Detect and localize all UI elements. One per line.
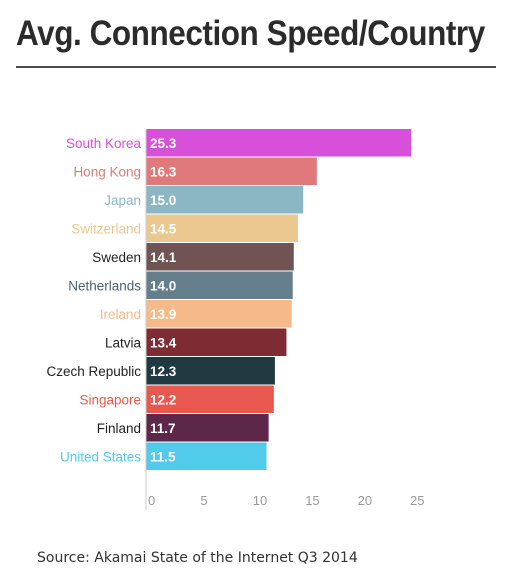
bar-value-label: 12.2 [150, 392, 176, 407]
category-label: Ireland [100, 307, 141, 322]
category-label: South Korea [66, 136, 142, 151]
bar-value-label: 12.3 [150, 364, 177, 379]
category-label: Japan [104, 193, 141, 208]
bar [146, 214, 298, 242]
category-label: Sweden [92, 250, 141, 265]
bar-value-label: 14.0 [150, 278, 176, 293]
x-tick-label: 10 [253, 493, 267, 508]
category-label: Netherlands [68, 278, 141, 293]
bar-value-label: 11.5 [150, 449, 176, 464]
bar-value-label: 11.7 [150, 421, 176, 436]
bar [146, 129, 412, 157]
x-tick-label: 20 [358, 493, 372, 508]
x-tick-label: 0 [148, 493, 155, 508]
bar-value-label: 13.4 [150, 335, 177, 350]
bar-value-label: 14.5 [150, 221, 177, 236]
bar [146, 328, 287, 356]
x-tick-label: 15 [305, 493, 319, 508]
category-label: Hong Kong [73, 164, 141, 179]
bar-value-label: 13.9 [150, 307, 176, 322]
bar-value-label: 14.1 [150, 250, 177, 265]
category-label: Finland [97, 421, 141, 436]
bar-chart: 25.3 South Korea 16.3 Hong Kong 15.0 Japan 14.… [46, 129, 424, 510]
bar [146, 271, 293, 299]
x-tick-label: 25 [410, 493, 424, 508]
bar-value-label: 15.0 [150, 193, 176, 208]
bar [146, 243, 294, 271]
category-label: Singapore [79, 392, 141, 407]
bar [146, 442, 267, 470]
ticks-group: 0 5 10 15 20 25 [148, 493, 424, 508]
bar-value-label: 16.3 [150, 164, 177, 179]
bar [146, 385, 274, 413]
bar [146, 157, 317, 185]
category-label: Czech Republic [46, 364, 141, 379]
source-note: Source: Akamai State of the Internet Q3 … [37, 550, 358, 566]
chart-title: Avg. Connection Speed/Country [16, 14, 485, 53]
bar-value-label: 25.3 [150, 136, 177, 151]
title-rule [16, 66, 496, 68]
category-label: United States [60, 449, 141, 464]
bar [146, 186, 304, 214]
bar [146, 300, 292, 328]
category-label: Latvia [105, 335, 142, 350]
x-tick-label: 5 [200, 493, 207, 508]
category-label: Switzerland [71, 221, 141, 236]
bar [146, 414, 269, 442]
bars-group: 25.3 South Korea 16.3 Hong Kong 15.0 Japan 14.… [46, 129, 412, 470]
bar [146, 357, 275, 385]
